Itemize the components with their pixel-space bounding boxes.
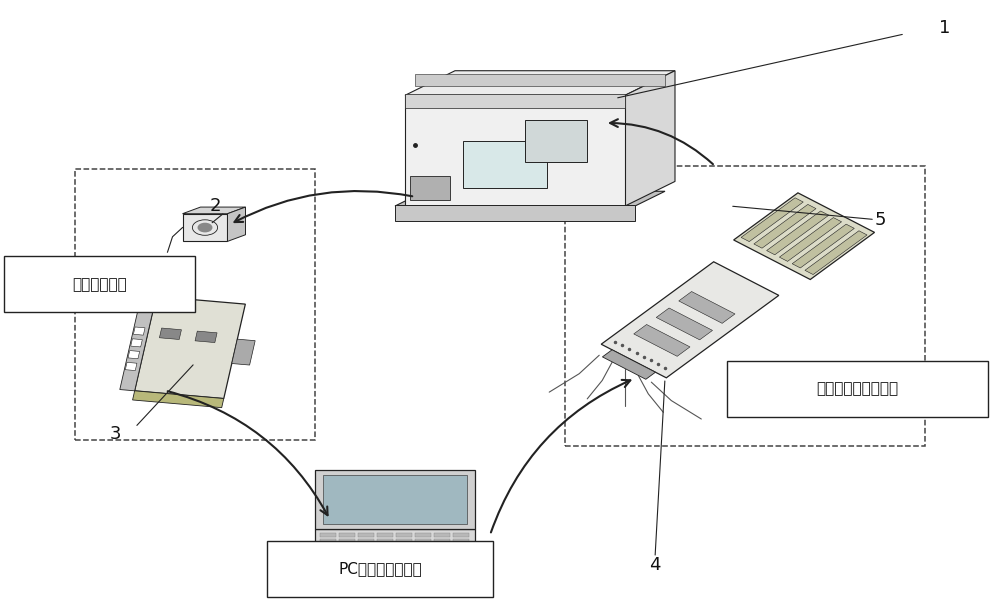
Polygon shape (227, 207, 245, 242)
FancyBboxPatch shape (396, 549, 412, 553)
Polygon shape (405, 71, 675, 95)
FancyBboxPatch shape (415, 74, 665, 86)
Polygon shape (125, 362, 137, 370)
Polygon shape (741, 198, 803, 242)
Polygon shape (159, 328, 181, 339)
Polygon shape (120, 308, 153, 391)
FancyBboxPatch shape (377, 539, 393, 542)
FancyBboxPatch shape (339, 544, 355, 547)
Polygon shape (779, 218, 842, 261)
FancyBboxPatch shape (377, 544, 393, 547)
Polygon shape (734, 193, 875, 279)
FancyArrowPatch shape (168, 391, 328, 515)
Polygon shape (754, 204, 816, 248)
FancyBboxPatch shape (320, 544, 336, 547)
Polygon shape (135, 296, 245, 399)
FancyBboxPatch shape (395, 205, 635, 221)
FancyBboxPatch shape (358, 549, 374, 553)
FancyBboxPatch shape (396, 533, 412, 537)
FancyBboxPatch shape (525, 120, 587, 162)
FancyBboxPatch shape (396, 544, 412, 547)
FancyBboxPatch shape (463, 141, 547, 188)
Polygon shape (195, 331, 217, 343)
FancyBboxPatch shape (405, 94, 625, 108)
FancyBboxPatch shape (396, 539, 412, 542)
FancyBboxPatch shape (434, 533, 450, 537)
Text: 5: 5 (874, 210, 886, 229)
Text: 单片机逻辑控制单元: 单片机逻辑控制单元 (816, 381, 899, 397)
Polygon shape (805, 231, 867, 274)
FancyBboxPatch shape (410, 175, 450, 200)
FancyArrowPatch shape (235, 191, 412, 222)
Text: 4: 4 (649, 555, 661, 574)
FancyBboxPatch shape (358, 533, 374, 537)
Text: 3: 3 (109, 424, 121, 443)
Polygon shape (133, 327, 145, 335)
Polygon shape (679, 292, 735, 323)
Polygon shape (634, 325, 690, 356)
Polygon shape (792, 224, 854, 268)
FancyBboxPatch shape (320, 539, 336, 542)
Polygon shape (182, 207, 245, 214)
FancyBboxPatch shape (415, 549, 431, 553)
FancyBboxPatch shape (434, 539, 450, 542)
Polygon shape (323, 475, 467, 524)
FancyBboxPatch shape (453, 544, 469, 547)
FancyBboxPatch shape (267, 541, 493, 597)
Text: 1: 1 (939, 18, 951, 37)
FancyBboxPatch shape (727, 361, 988, 417)
Circle shape (198, 223, 212, 232)
FancyBboxPatch shape (339, 549, 355, 553)
FancyBboxPatch shape (434, 544, 450, 547)
Polygon shape (767, 211, 829, 255)
FancyBboxPatch shape (415, 544, 431, 547)
FancyBboxPatch shape (182, 214, 227, 242)
FancyBboxPatch shape (4, 256, 195, 312)
Polygon shape (133, 391, 224, 408)
FancyBboxPatch shape (377, 533, 393, 537)
FancyBboxPatch shape (453, 549, 469, 553)
FancyBboxPatch shape (339, 533, 355, 537)
Polygon shape (315, 470, 475, 529)
FancyBboxPatch shape (320, 533, 336, 537)
FancyBboxPatch shape (339, 539, 355, 542)
FancyBboxPatch shape (320, 549, 336, 553)
FancyBboxPatch shape (358, 539, 374, 542)
Text: PC上位机程序单元: PC上位机程序单元 (338, 561, 422, 576)
Text: 数据采集单元: 数据采集单元 (72, 277, 127, 292)
Polygon shape (232, 339, 255, 365)
Text: 2: 2 (209, 197, 221, 215)
FancyBboxPatch shape (358, 544, 374, 547)
Polygon shape (601, 262, 779, 378)
FancyBboxPatch shape (453, 533, 469, 537)
FancyBboxPatch shape (377, 549, 393, 553)
FancyBboxPatch shape (315, 529, 475, 557)
FancyArrowPatch shape (610, 119, 713, 164)
FancyArrowPatch shape (491, 380, 630, 533)
FancyBboxPatch shape (434, 549, 450, 553)
Polygon shape (395, 191, 665, 206)
Polygon shape (602, 350, 655, 379)
Polygon shape (128, 351, 140, 359)
Polygon shape (656, 308, 713, 340)
FancyBboxPatch shape (415, 539, 431, 542)
Polygon shape (131, 339, 142, 347)
FancyBboxPatch shape (405, 95, 625, 206)
FancyBboxPatch shape (415, 533, 431, 537)
FancyBboxPatch shape (453, 539, 469, 542)
Polygon shape (625, 71, 675, 206)
